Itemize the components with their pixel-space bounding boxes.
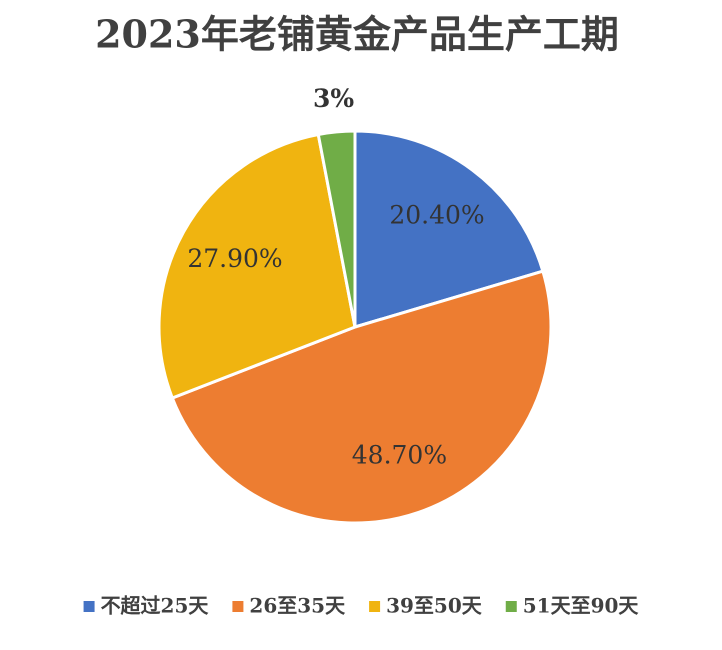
legend-swatch xyxy=(505,601,517,612)
pie-slice xyxy=(353,129,545,330)
value-label: 20.40% xyxy=(389,201,484,230)
legend-label: 不超过25天 xyxy=(101,594,210,618)
value-label: 3% xyxy=(313,84,354,113)
pie-slice xyxy=(170,269,553,525)
pie-slice xyxy=(157,132,357,400)
legend-swatch xyxy=(369,601,381,612)
legend-swatch xyxy=(232,601,244,612)
pie-slice xyxy=(316,129,357,328)
legend-label: 26至35天 xyxy=(249,594,346,618)
legend-label: 39至50天 xyxy=(386,594,483,618)
chart-title: 2023年老铺黄金产品生产工期 xyxy=(95,12,619,57)
legend-swatch xyxy=(83,601,95,612)
value-label: 27.90% xyxy=(187,244,282,273)
value-label: 48.70% xyxy=(352,440,447,469)
legend-label: 51天至90天 xyxy=(523,594,640,618)
